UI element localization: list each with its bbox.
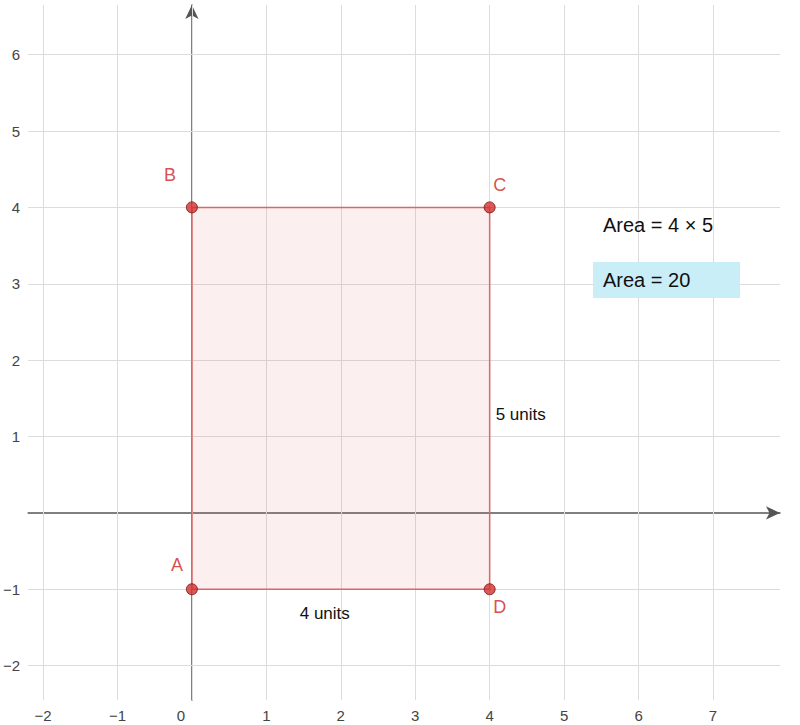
svg-text:3: 3 — [411, 707, 419, 724]
svg-text:6: 6 — [634, 707, 642, 724]
svg-text:4 units: 4 units — [300, 604, 350, 623]
svg-text:−1: −1 — [3, 581, 20, 598]
svg-text:2: 2 — [337, 707, 345, 724]
svg-text:A: A — [171, 555, 183, 575]
svg-text:4: 4 — [12, 199, 20, 216]
svg-text:C: C — [493, 175, 506, 195]
svg-text:1: 1 — [262, 707, 270, 724]
svg-text:5: 5 — [560, 707, 568, 724]
svg-text:6: 6 — [12, 46, 20, 63]
svg-text:3: 3 — [12, 275, 20, 292]
svg-text:4: 4 — [485, 707, 493, 724]
svg-text:Area = 20: Area = 20 — [603, 269, 690, 291]
svg-text:D: D — [493, 597, 506, 617]
svg-text:−2: −2 — [3, 657, 20, 674]
svg-text:7: 7 — [709, 707, 717, 724]
svg-text:1: 1 — [12, 428, 20, 445]
svg-text:5 units: 5 units — [496, 405, 546, 424]
svg-text:B: B — [164, 165, 176, 185]
svg-text:Area = 4 × 5: Area = 4 × 5 — [603, 214, 713, 236]
svg-text:0: 0 — [177, 707, 185, 724]
svg-text:5: 5 — [12, 123, 20, 140]
svg-text:−2: −2 — [34, 707, 51, 724]
svg-text:−1: −1 — [109, 707, 126, 724]
svg-text:2: 2 — [12, 352, 20, 369]
